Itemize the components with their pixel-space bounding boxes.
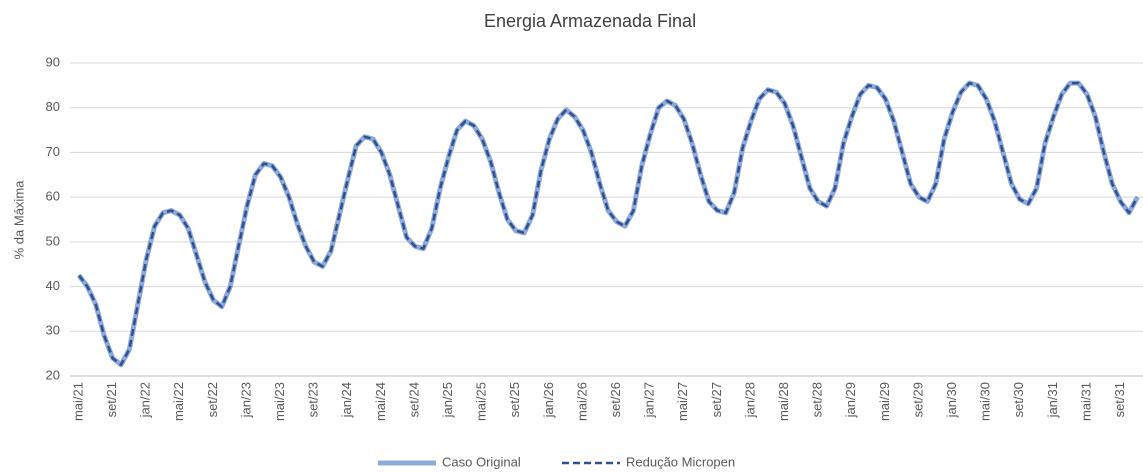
- x-tick-label: jan/28: [742, 382, 757, 418]
- x-tick-label: mai/21: [70, 382, 85, 421]
- x-tick-label: mai/24: [373, 382, 388, 421]
- x-tick-label: jan/29: [843, 382, 858, 418]
- x-tick-label: mai/27: [675, 382, 690, 421]
- x-tick-label: set/26: [608, 382, 623, 417]
- y-tick-label: 20: [46, 367, 60, 382]
- y-tick-label: 70: [46, 144, 60, 159]
- y-tick-label: 90: [46, 54, 60, 69]
- y-tick-label: 50: [46, 233, 60, 248]
- x-tick-label: mai/26: [574, 382, 589, 421]
- x-tick-label: mai/28: [776, 382, 791, 421]
- x-tick-label: set/28: [810, 382, 825, 417]
- x-tick-label: set/30: [1011, 382, 1026, 417]
- x-tick-label: set/23: [306, 382, 321, 417]
- x-tick-label: set/21: [104, 382, 119, 417]
- y-tick-label: 30: [46, 323, 60, 338]
- x-tick-label: set/25: [507, 382, 522, 417]
- x-tick-label: set/29: [910, 382, 925, 417]
- x-tick-label: jan/22: [138, 382, 153, 418]
- series-line: [78, 81, 1139, 367]
- y-tick-label: 40: [46, 278, 60, 293]
- x-tick-label: mai/23: [272, 382, 287, 421]
- x-tick-label: mai/29: [877, 382, 892, 421]
- x-tick-label: mai/22: [171, 382, 186, 421]
- x-tick-label: mai/31: [1078, 382, 1093, 421]
- legend-label: Caso Original: [442, 454, 521, 469]
- x-tick-label: jan/24: [339, 382, 354, 418]
- x-tick-label: mai/30: [978, 382, 993, 421]
- x-tick-label: jan/26: [541, 382, 556, 418]
- x-tick-label: set/24: [406, 382, 421, 417]
- x-tick-label: jan/27: [642, 382, 657, 418]
- x-tick-label: jan/30: [944, 382, 959, 418]
- x-tick-label: set/22: [205, 382, 220, 417]
- x-tick-label: mai/25: [474, 382, 489, 421]
- y-tick-label: 60: [46, 189, 60, 204]
- y-axis-label: % da Máxima: [11, 180, 26, 260]
- x-tick-label: set/27: [709, 382, 724, 417]
- x-tick-label: jan/25: [440, 382, 455, 418]
- y-tick-label: 80: [46, 99, 60, 114]
- legend-label: Redução Micropen: [626, 454, 735, 469]
- x-tick-label: jan/31: [1045, 382, 1060, 418]
- x-tick-label: set/31: [1112, 382, 1127, 417]
- series-line: [77, 80, 1140, 368]
- chart-title: Energia Armazenada Final: [484, 11, 696, 31]
- x-tick-label: jan/23: [238, 382, 253, 418]
